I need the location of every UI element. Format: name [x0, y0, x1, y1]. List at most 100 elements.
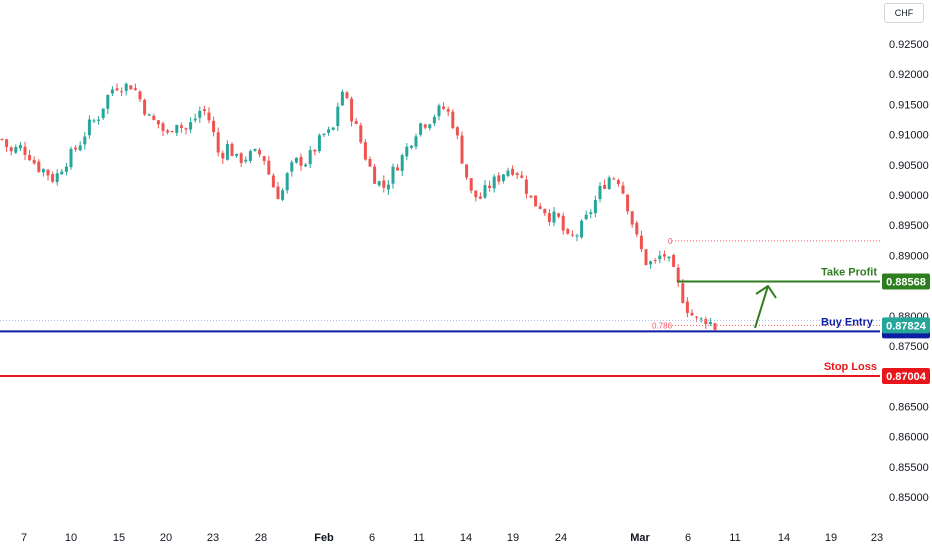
candle-body [428, 124, 432, 129]
candle-body [432, 116, 436, 124]
candle-body [97, 119, 101, 121]
candle-body [580, 220, 584, 238]
candle-body [184, 128, 188, 130]
take-profit-badge-box [882, 273, 930, 290]
price-axis[interactable]: 0.92500 0.92000 0.91500 0.91000 0.90500 0.900… [882, 39, 930, 504]
candle-body [340, 91, 344, 106]
currency-label[interactable]: CHF [884, 3, 924, 23]
candle-body [704, 319, 708, 325]
candle-body [405, 146, 409, 157]
candle-body [543, 208, 547, 214]
buy-entry-label: Buy Entry [821, 316, 874, 328]
candle-body [368, 159, 372, 167]
candle-body [469, 178, 473, 191]
candle-body [147, 114, 151, 116]
candle-body [400, 155, 404, 171]
candle-body [281, 190, 285, 200]
time-tick-label: 15 [113, 532, 125, 544]
time-tick-label: 24 [555, 532, 567, 544]
candle-body [46, 169, 50, 176]
candle-body [557, 213, 561, 217]
candle-body [143, 99, 147, 115]
candle-body [106, 94, 110, 109]
candle-body [612, 178, 616, 180]
candle-body [304, 164, 308, 167]
candle-body [152, 115, 156, 120]
candle-body [515, 173, 519, 176]
candle-body [465, 164, 469, 178]
time-axis[interactable]: 7 10 15 20 23 28 Feb 6 11 14 19 24 Mar 6 11 14 19 23 [21, 532, 883, 544]
time-tick-label: 14 [460, 532, 472, 544]
price-tick-label: 0.85000 [889, 492, 929, 504]
candle-body [350, 98, 354, 122]
candle-body [593, 199, 597, 214]
price-tick-label: 0.90500 [889, 160, 929, 172]
target-arrow-head [755, 285, 777, 299]
candle-body [78, 145, 82, 151]
candle-body [589, 212, 593, 214]
candle-body [455, 127, 459, 136]
candle-body [336, 106, 340, 127]
candle-body [492, 176, 496, 189]
fib-0-label: 0 [668, 237, 673, 246]
candle-body [575, 235, 579, 237]
candle-body [193, 118, 197, 121]
candle-body [69, 148, 73, 168]
price-tick-label: 0.87500 [889, 341, 929, 353]
price-tick-label: 0.90000 [889, 190, 929, 202]
candle-body [175, 124, 179, 133]
time-tick-label: Feb [314, 532, 334, 544]
candle-body [658, 255, 662, 260]
candle-body [616, 180, 620, 185]
price-tick-label: 0.85500 [889, 462, 929, 474]
candle-body [506, 170, 510, 176]
candle-body [216, 132, 220, 153]
candle-body [662, 254, 666, 257]
candle-body [244, 159, 248, 162]
candle-body [28, 155, 32, 161]
current-price-badge-text: 0.87824 [886, 320, 927, 332]
take-profit-label: Take Profit [821, 266, 877, 278]
candle-body [345, 92, 349, 98]
candle-body [520, 175, 524, 178]
candle-body [92, 120, 96, 122]
candle-body [161, 123, 165, 131]
candle-body [37, 161, 41, 172]
candle-body [55, 173, 59, 183]
candle-body [488, 185, 492, 188]
stop-loss-badge-box [882, 367, 930, 384]
candle-body [396, 167, 400, 171]
candle-body [442, 106, 446, 109]
candle-body [170, 131, 174, 133]
candle-body [0, 138, 4, 140]
candle-body [635, 222, 639, 235]
candle-body [681, 283, 685, 303]
candle-body [566, 229, 570, 234]
candle-body [212, 120, 216, 133]
candle-body [437, 105, 441, 117]
time-tick-label: 11 [729, 532, 740, 544]
candle-body [23, 146, 27, 155]
candle-body [460, 135, 464, 164]
candle-body [630, 211, 634, 225]
candle-body [299, 156, 303, 166]
candle-body [156, 120, 160, 125]
candle-body [317, 135, 321, 152]
candle-body [138, 91, 142, 100]
candle-body [626, 194, 630, 212]
time-tick-label: 14 [778, 532, 790, 544]
candle-body [483, 185, 487, 198]
time-tick-label: 11 [413, 532, 424, 544]
time-tick-label: 10 [65, 532, 77, 544]
candle-body [129, 85, 133, 90]
candle-body [285, 173, 289, 191]
take-profit-badge-text: 0.88568 [886, 276, 926, 288]
candle-body [672, 254, 676, 267]
candle-body [331, 127, 335, 130]
candle-body [101, 108, 105, 118]
stop-loss-label: Stop Loss [824, 361, 877, 373]
candle-body [382, 180, 386, 188]
candle-body [179, 125, 183, 128]
candle-body [713, 323, 717, 330]
